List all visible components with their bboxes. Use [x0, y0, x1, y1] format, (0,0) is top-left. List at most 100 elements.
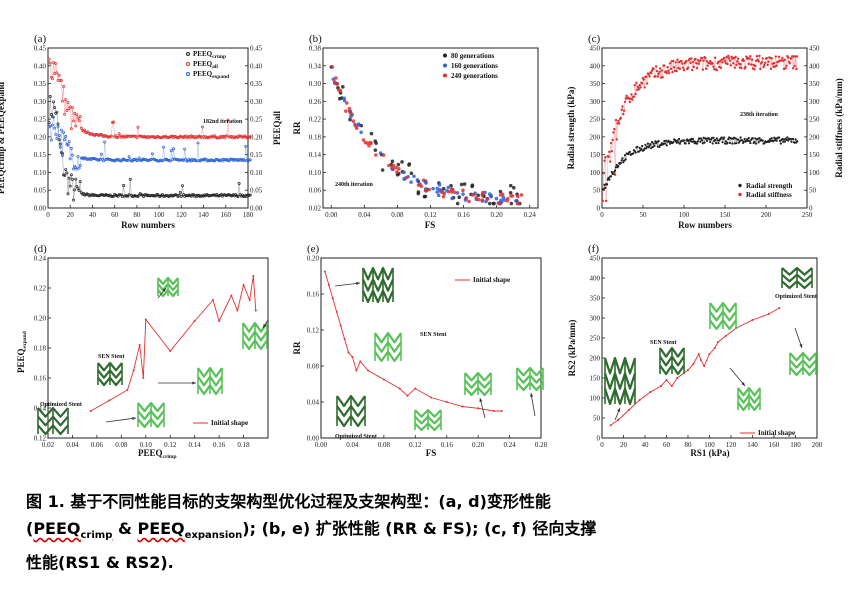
stent-icon-d3 [197, 366, 223, 396]
data-point [726, 62, 729, 66]
data-point [660, 69, 664, 72]
data-point [727, 57, 731, 60]
data-point [735, 142, 738, 145]
data-point [125, 158, 129, 162]
data-point [686, 66, 690, 69]
data-point [793, 64, 796, 68]
data-point [680, 59, 683, 63]
arrow-head [263, 324, 267, 328]
y-right-tick-label: 150 [809, 151, 820, 159]
data-point [791, 137, 795, 141]
data-point [748, 140, 751, 143]
data-point [690, 137, 693, 140]
data-point [72, 167, 76, 171]
data-point [347, 351, 350, 354]
data-point [342, 98, 347, 103]
data-point [648, 75, 651, 78]
data-point [738, 140, 741, 143]
data-point [178, 190, 182, 194]
data-point [608, 178, 611, 181]
y-tick-label: 400 [590, 62, 601, 70]
data-point [508, 183, 513, 188]
data-point [129, 159, 133, 163]
data-point [361, 138, 366, 142]
data-point [355, 369, 358, 372]
data-point [682, 139, 686, 142]
legend-entry-base: PEEQ [193, 70, 213, 78]
y-right-tick-label: 0.20 [250, 133, 263, 141]
chart-f-svg: 0 20 40 60 80 100 120 140 160 180 200 0 50 100 150 200 2… [567, 243, 823, 458]
y-tick-label: 0.20 [34, 315, 47, 323]
data-point [381, 153, 386, 157]
y-tick-label: 0.05 [34, 187, 47, 195]
data-point [660, 385, 663, 387]
data-point [419, 184, 424, 189]
data-point [601, 199, 605, 203]
y-right-tick-label: 0.45 [250, 45, 263, 53]
data-point [714, 138, 717, 142]
series-line-stiffness [602, 55, 798, 201]
data-point [72, 119, 76, 123]
data-point [641, 144, 644, 148]
data-point [668, 71, 671, 75]
y-right-tick-label: 100 [809, 169, 820, 177]
legend-entry: PEEQexpand [193, 70, 229, 80]
data-point [442, 191, 447, 196]
plot-frame [320, 257, 542, 439]
data-point [439, 189, 443, 194]
data-point [675, 141, 678, 144]
data-point [751, 319, 754, 321]
data-point [778, 139, 782, 142]
data-point [763, 63, 766, 67]
data-point [397, 167, 401, 171]
x-axis-title-sub: crimp [163, 454, 177, 460]
x-tick-label: 0.24 [524, 211, 537, 219]
legend-entry: 160 generations [451, 62, 498, 70]
data-point [745, 55, 748, 58]
data-point [646, 142, 650, 145]
data-point [795, 67, 798, 71]
chart-panel-b: 0.00 0.04 0.08 0.12 0.16 0.20 0.24 0.02 0.06 0.10… [292, 33, 560, 233]
legend-entry-sub: all [212, 64, 218, 70]
data-point [676, 58, 679, 61]
data-point [373, 153, 378, 157]
data-point [793, 141, 796, 144]
data-point [795, 55, 799, 58]
data-point [765, 57, 769, 60]
data-point [697, 62, 700, 65]
data-point [678, 67, 682, 70]
data-point [628, 100, 632, 104]
data-point [730, 137, 733, 140]
stent-icon-optimized [781, 266, 813, 290]
data-point [734, 137, 737, 140]
data-point [769, 138, 772, 141]
data-point [672, 59, 675, 63]
data-point [749, 141, 752, 145]
y-right-tick-label: 0.00 [250, 205, 263, 213]
data-point [66, 100, 70, 104]
data-point [409, 171, 414, 176]
x-tick-label: 0.12 [424, 211, 437, 219]
data-point [645, 75, 648, 78]
y-right-tick-label: 0.05 [250, 187, 263, 195]
data-point [446, 189, 451, 194]
data-point [244, 144, 248, 148]
data-point [624, 158, 627, 161]
data-point [431, 186, 435, 191]
y-tick-label: 0.10 [34, 169, 47, 177]
x-tick-label: 0.14 [189, 441, 202, 449]
data-point [632, 152, 635, 155]
data-point [753, 140, 756, 143]
caption-line-2: (PEEQcrimp & PEEQexpansion); (b, e) 扩张性能… [26, 515, 846, 549]
data-point [785, 64, 788, 68]
panel-label: (b) [309, 33, 322, 45]
y-tick-label: 250 [590, 116, 601, 124]
data-point [190, 193, 194, 196]
x-tick-label: 120 [176, 211, 187, 219]
series-line-PEEQall [48, 59, 251, 139]
data-point [218, 320, 221, 322]
data-point [633, 83, 636, 87]
chart-panel-a: 0 20 40 60 80 100 120 140 160 180 0.00 0.05 0.10 0.15… [0, 33, 282, 233]
data-point [638, 146, 641, 150]
data-point [750, 58, 754, 61]
